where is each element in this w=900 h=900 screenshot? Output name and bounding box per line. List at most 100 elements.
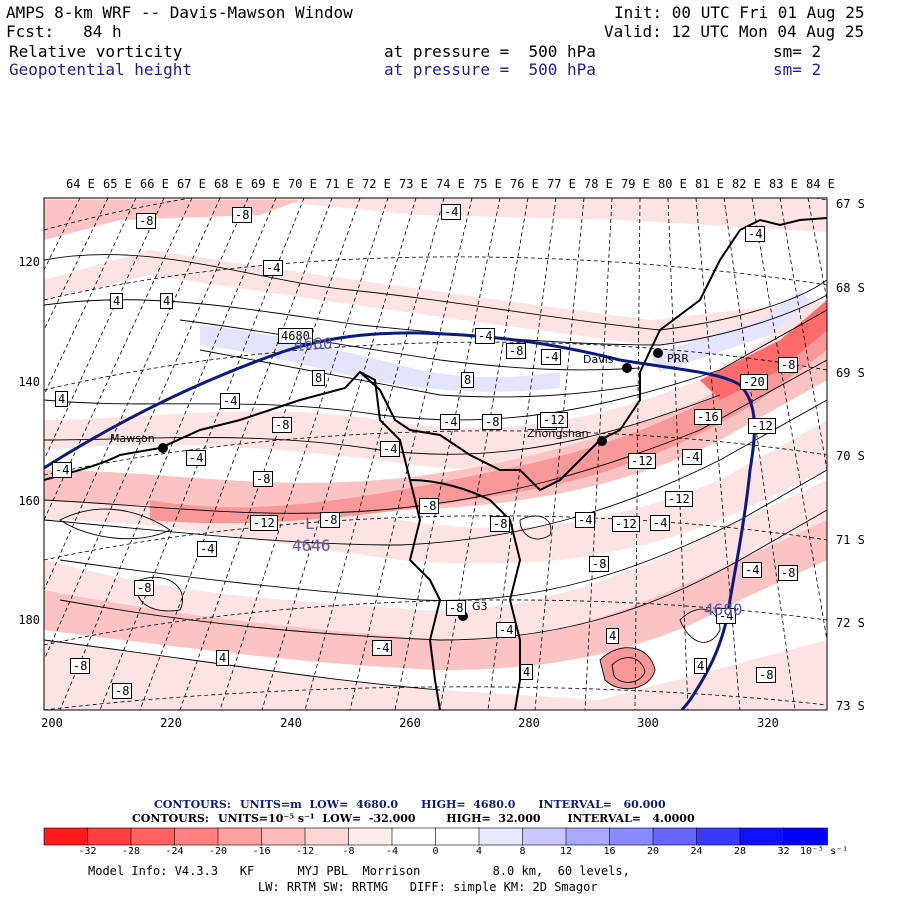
longitude-label: 64 E <box>66 177 95 191</box>
vorticity-label: 4 <box>110 293 124 309</box>
colorbar-unit: 10⁻⁵ s⁻¹ <box>800 846 849 857</box>
vorticity-label: -4 <box>575 512 596 528</box>
vorticity-label: 8 <box>312 370 326 386</box>
vorticity-label: -8 <box>134 580 155 596</box>
colorbar-swatch <box>696 827 741 846</box>
vorticity-label: -8 <box>272 417 293 433</box>
vorticity-label: 4 <box>694 658 708 674</box>
colorbar-swatch <box>261 827 306 846</box>
vorticity-label: -4 <box>650 515 671 531</box>
longitude-label: 66 E <box>140 177 169 191</box>
colorbar-tick: -8 <box>342 846 355 857</box>
colorbar-swatch <box>609 827 654 846</box>
physics-info: LW: RRTM SW: RRTMG DIFF: simple KM: 2D S… <box>258 880 598 894</box>
field1-level: at pressure = 500 hPa <box>384 42 596 61</box>
colorbar-tick: -28 <box>121 846 141 857</box>
vorticity-label: -4 <box>186 450 207 466</box>
vorticity-label: -12 <box>628 453 656 469</box>
colorbar-swatch <box>174 827 219 846</box>
vorticity-label: -12 <box>665 491 693 507</box>
x-tick-label: 200 <box>41 716 63 730</box>
longitude-label: 71 E <box>325 177 354 191</box>
vorticity-label: 4 <box>606 628 620 644</box>
vorticity-label: -12 <box>250 515 278 531</box>
vorticity-label: -8 <box>253 471 274 487</box>
colorbar-tick: -4 <box>385 846 399 857</box>
longitude-label: 67 E <box>177 177 206 191</box>
vorticity-label: -8 <box>506 343 527 359</box>
colorbar-tick: 0 <box>432 846 439 857</box>
vorticity-label: -4 <box>682 449 703 465</box>
longitude-label: 68 E <box>214 177 243 191</box>
latitude-label: 73 S <box>836 699 865 713</box>
vorticity-label: 8 <box>461 372 475 388</box>
station-label: Zhongshan <box>527 427 589 440</box>
y-tick-label: 180 <box>18 613 40 627</box>
colorbar-swatch <box>217 827 263 846</box>
colorbar-tick: 28 <box>733 846 747 857</box>
valid-time: Valid: 12 UTC Mon 04 Aug 25 <box>604 22 865 41</box>
height-label: 4646 <box>292 536 331 555</box>
colorbar-swatch <box>43 827 89 846</box>
longitude-label: 79 E <box>621 177 650 191</box>
longitude-label: 72 E <box>362 177 391 191</box>
height-contours-label: CONTOURS: <box>154 798 231 811</box>
latitude-label: 68 S <box>836 281 865 295</box>
vorticity-label: -8 <box>778 565 799 581</box>
longitude-label: 69 E <box>251 177 280 191</box>
vorticity-label: 4680 <box>278 328 313 344</box>
latitude-label: 71 S <box>836 533 865 547</box>
init-time: Init: 00 UTC Fri 01 Aug 25 <box>614 3 865 22</box>
colorbar-swatch <box>130 827 176 846</box>
vorticity-label: -4 <box>475 328 496 344</box>
colorbar-tick: -16 <box>252 846 271 857</box>
vorticity-label: -4 <box>541 349 562 365</box>
y-tick-label: 120 <box>18 255 40 269</box>
vorticity-label: -8 <box>70 658 91 674</box>
latitude-label: 67 S <box>836 197 865 211</box>
x-tick-label: 240 <box>280 716 302 730</box>
longitude-label: 81 E <box>695 177 724 191</box>
colorbar-swatch <box>435 827 480 846</box>
longitude-label: 74 E <box>436 177 465 191</box>
vorticity-label: -4 <box>745 226 766 242</box>
field1-smoothing: sm= 2 <box>773 42 822 61</box>
latitude-label: 70 S <box>836 449 865 463</box>
longitude-label: 75 E <box>473 177 502 191</box>
colorbar-swatch <box>652 827 698 846</box>
vorticity-contours-label: CONTOURS: <box>132 812 209 825</box>
longitude-label: 73 E <box>399 177 428 191</box>
vorticity-label: -12 <box>748 418 776 434</box>
vorticity-label: -8 <box>112 683 133 699</box>
colorbar-tick: 12 <box>559 846 573 857</box>
vorticity-label: -4 <box>496 622 517 638</box>
colorbar-swatch <box>391 827 437 846</box>
forecast-hour: Fcst: 84 h <box>6 22 122 41</box>
colorbar-swatch <box>565 827 611 846</box>
colorbar-tick: -12 <box>295 846 315 857</box>
vorticity-label: -4 <box>263 260 284 276</box>
vorticity-label: -8 <box>320 512 341 528</box>
latitude-label: 72 S <box>836 616 865 630</box>
colorbar-tick: 16 <box>603 846 616 857</box>
colorbar-tick: -24 <box>165 846 184 857</box>
x-tick-label: 320 <box>757 716 779 730</box>
vorticity-label: 4 <box>160 293 174 309</box>
longitude-label: 78 E <box>584 177 613 191</box>
height-label: 4680 <box>704 600 743 619</box>
colorbar-swatch <box>348 827 393 846</box>
model-info: Model Info: V4.3.3 KF MYJ PBL Morrison 8… <box>88 864 630 878</box>
colorbar-tick: -20 <box>208 846 228 857</box>
vorticity-label: -8 <box>136 213 157 229</box>
latitude-label: 69 S <box>836 366 865 380</box>
x-tick-label: 260 <box>399 716 421 730</box>
longitude-label: 77 E <box>547 177 576 191</box>
y-tick-label: 160 <box>18 494 40 508</box>
colorbar-swatch <box>522 827 567 846</box>
vorticity-label: -8 <box>756 667 777 683</box>
vorticity-label: -12 <box>612 516 640 532</box>
vorticity-label: -4 <box>197 541 218 557</box>
vorticity-label: 4 <box>216 650 230 666</box>
x-tick-label: 300 <box>637 716 659 730</box>
field2-name: Geopotential height <box>9 60 193 79</box>
